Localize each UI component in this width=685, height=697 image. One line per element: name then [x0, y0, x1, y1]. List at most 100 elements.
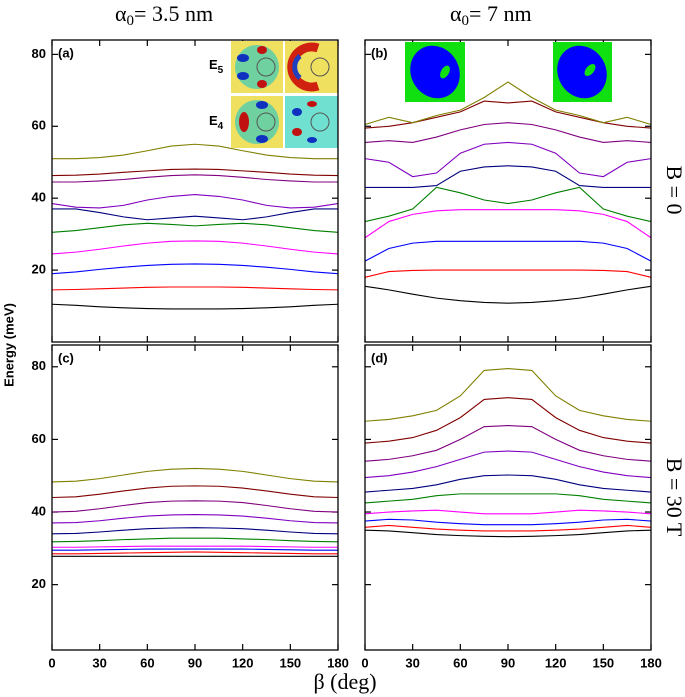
- curve: [52, 174, 338, 183]
- inset-image: [292, 108, 302, 116]
- curve: [364, 474, 652, 493]
- subscript: 0: [462, 13, 470, 29]
- curve: [364, 529, 652, 538]
- curve: [52, 548, 338, 551]
- y-tick-label: 20: [32, 262, 46, 277]
- subscript: 0: [127, 13, 135, 29]
- curve: [364, 450, 652, 479]
- curve: [52, 551, 338, 555]
- curve: [51, 222, 339, 233]
- curve: [364, 141, 652, 178]
- y-tick-label: 60: [32, 118, 46, 133]
- inset-image: [256, 135, 268, 143]
- inset-image: [310, 112, 330, 132]
- symbol: α: [115, 1, 127, 26]
- curve: [364, 397, 652, 444]
- inset-images: [231, 41, 338, 148]
- inset-label: E5: [209, 57, 224, 75]
- curve: [51, 263, 339, 275]
- curve: [51, 485, 339, 499]
- curve: [51, 303, 339, 310]
- inset-image: [292, 54, 302, 80]
- curve: [364, 518, 652, 526]
- curve: [51, 514, 339, 524]
- subscript: 4: [218, 121, 224, 132]
- inset-image: [292, 128, 302, 136]
- curve: [364, 186, 652, 223]
- curve: [364, 269, 652, 278]
- y-tick-label: 20: [32, 576, 46, 591]
- curve: [52, 143, 338, 160]
- x-tick-label: 0: [48, 655, 55, 670]
- panel-label: (c): [58, 350, 74, 365]
- x-axis-label: β (deg): [313, 669, 376, 694]
- y-tick-label: 60: [32, 431, 46, 446]
- inset-label: E4: [209, 113, 224, 131]
- inset-image: [257, 46, 267, 54]
- curve: [364, 81, 652, 126]
- x-tick-label: 120: [545, 655, 567, 670]
- curve: [51, 194, 339, 209]
- y-tick-label: 80: [32, 46, 46, 61]
- y-axis-label: Energy (meV): [1, 303, 16, 387]
- inset-image: [584, 64, 596, 76]
- plot-frame: [51, 344, 339, 651]
- inset-image: [307, 101, 317, 107]
- curve: [51, 240, 339, 255]
- x-tick-label: 30: [405, 655, 419, 670]
- plot-frame: [51, 39, 339, 343]
- row-title: B = 0: [662, 165, 685, 214]
- inset-image: [440, 65, 450, 79]
- x-tick-label: 60: [140, 655, 154, 670]
- column-title: α0= 3.5 nm: [115, 1, 213, 29]
- curve: [51, 527, 339, 535]
- curve: [51, 286, 339, 291]
- curve: [364, 493, 652, 504]
- x-tick-label: 180: [327, 655, 349, 670]
- x-tick-label: 150: [592, 655, 614, 670]
- curve: [52, 545, 338, 548]
- x-tick-label: 0: [361, 655, 368, 670]
- inset-image: [256, 101, 268, 109]
- inset-image: [410, 45, 460, 99]
- column-title: α0= 7 nm: [450, 1, 532, 29]
- label-text: E: [209, 113, 218, 128]
- curve: [364, 425, 652, 462]
- title-text: = 3.5 nm: [134, 1, 213, 26]
- curve: [52, 208, 338, 221]
- inset-image: [557, 45, 607, 99]
- curve: [364, 209, 652, 239]
- y-tick-label: 40: [32, 503, 46, 518]
- inset-images: [405, 42, 612, 102]
- inset-image: [256, 112, 276, 132]
- inset-image: [237, 54, 249, 62]
- plot-frame: [364, 344, 652, 651]
- inset-image: [256, 57, 276, 77]
- row-title: B = 30 T: [662, 458, 685, 537]
- subscript: 5: [218, 65, 224, 76]
- panel-label: (d): [371, 350, 388, 365]
- inset-image: [307, 137, 317, 143]
- curve: [364, 368, 652, 422]
- curve: [51, 537, 339, 543]
- x-tick-label: 180: [640, 655, 662, 670]
- curve: [364, 524, 652, 532]
- x-tick-label: 150: [279, 655, 301, 670]
- panel-label: (a): [58, 45, 74, 60]
- label-text: E: [209, 57, 218, 72]
- x-tick-label: 90: [501, 655, 515, 670]
- plot-frame: [364, 39, 652, 343]
- inset-image: [237, 72, 249, 80]
- x-tick-label: 60: [453, 655, 467, 670]
- inset-image: [310, 57, 330, 77]
- curve: [51, 168, 339, 177]
- curve: [364, 122, 652, 144]
- y-tick-label: 40: [32, 190, 46, 205]
- curve: [365, 165, 651, 188]
- y-tick-label: 80: [32, 358, 46, 373]
- inset-image: [257, 80, 267, 88]
- curve: [51, 467, 339, 483]
- x-tick-label: 30: [92, 655, 106, 670]
- panel-label: (b): [371, 45, 388, 60]
